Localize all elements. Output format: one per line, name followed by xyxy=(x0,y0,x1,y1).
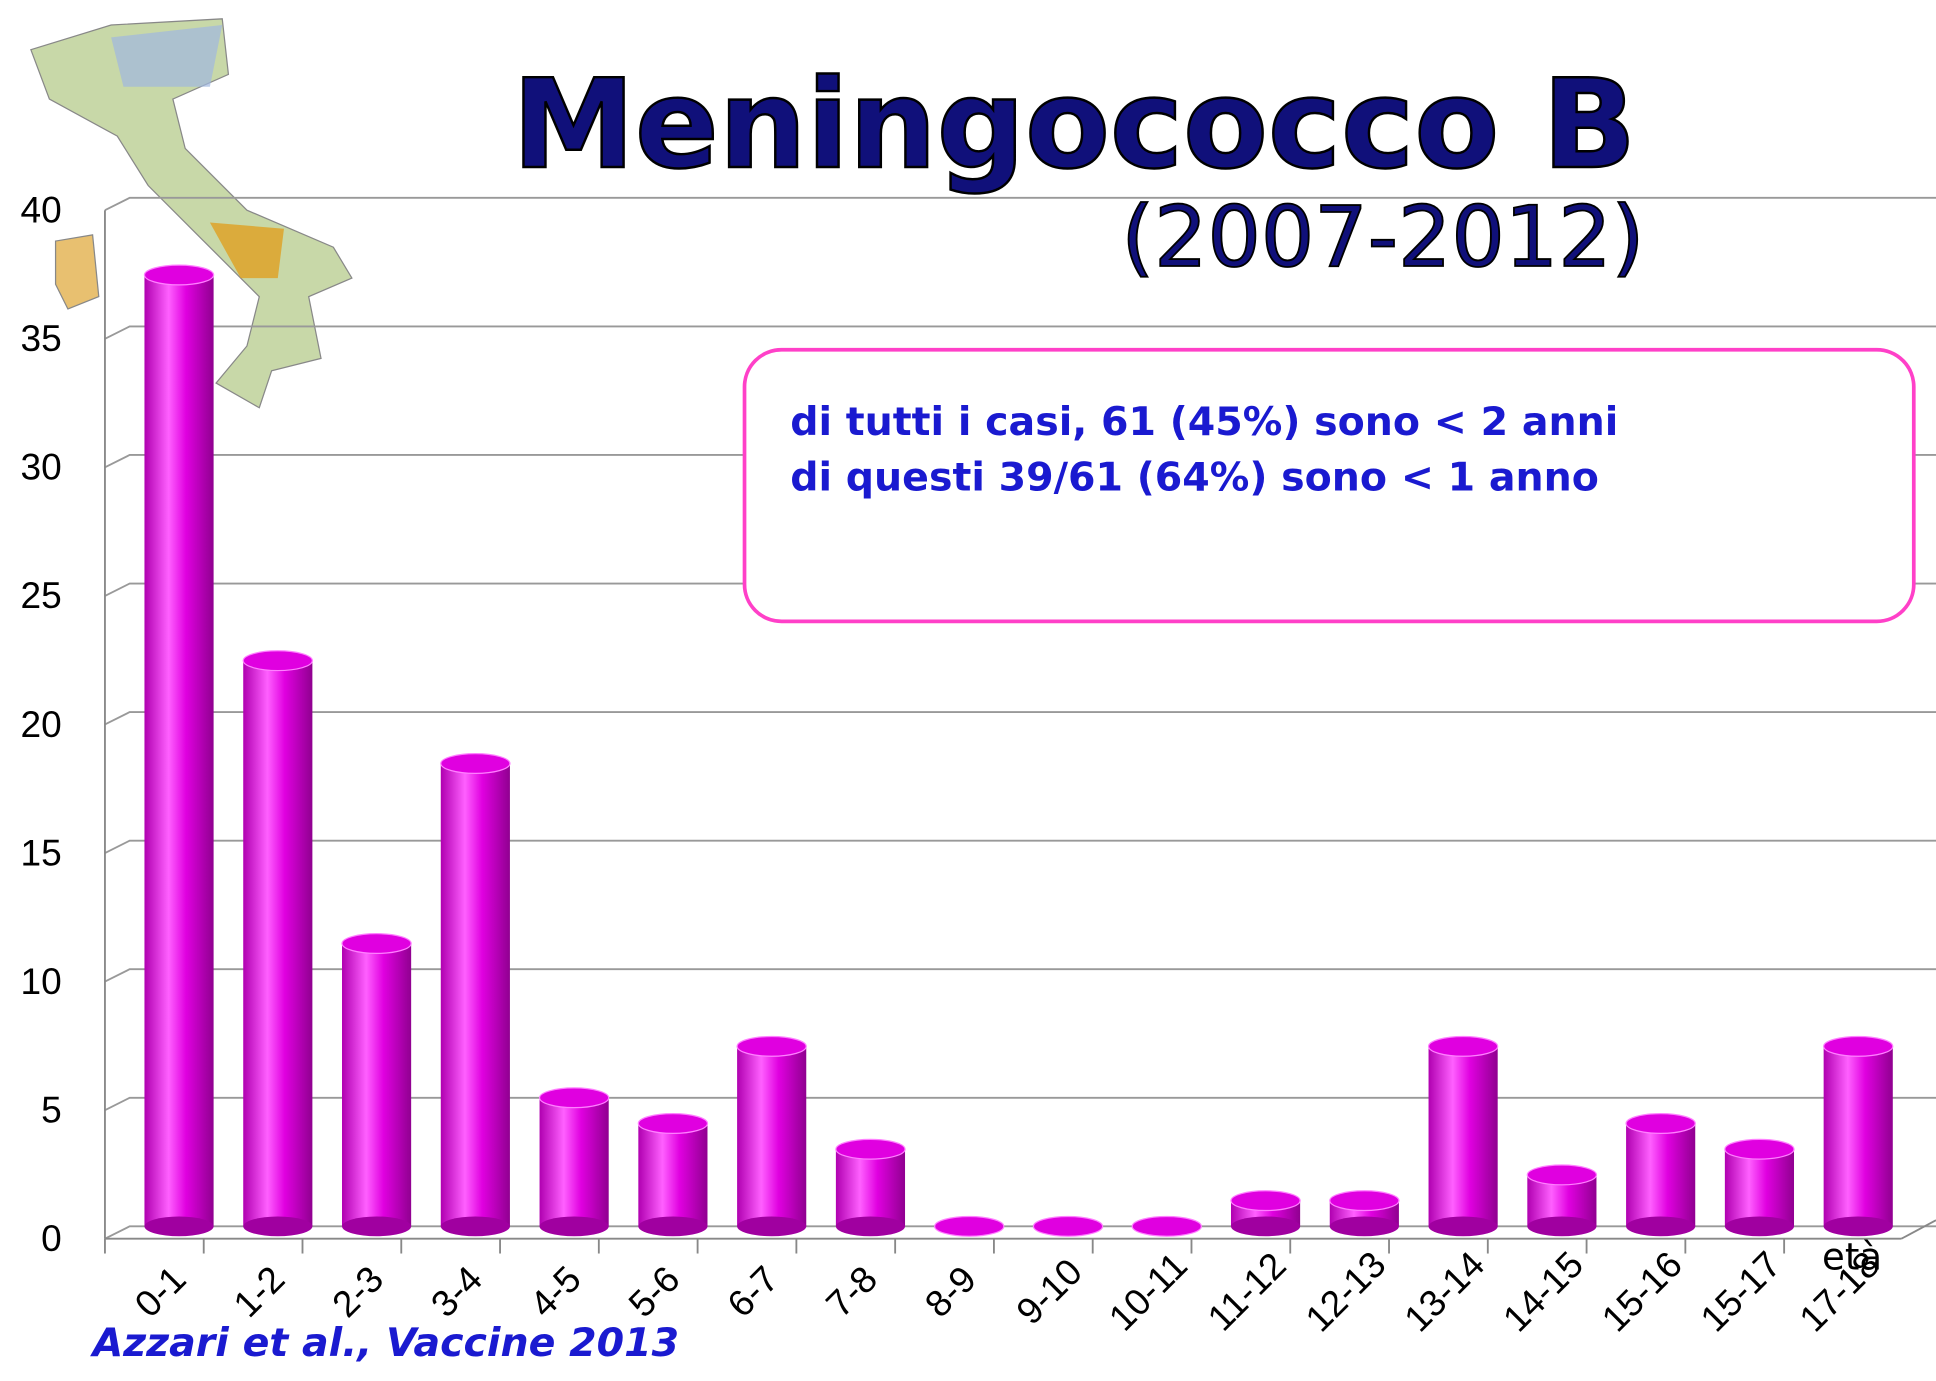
bar xyxy=(1724,1149,1795,1227)
bar-bottom xyxy=(638,1216,708,1237)
grid-line xyxy=(104,325,1936,340)
bar-top xyxy=(1526,1164,1598,1186)
x-tick-label: 6-7 xyxy=(719,1257,787,1325)
grid-line xyxy=(104,968,1936,983)
x-tick-label: 0-1 xyxy=(126,1257,194,1325)
x-tick-label: 10-11 xyxy=(1100,1244,1195,1339)
x-tick-label: 5-6 xyxy=(620,1257,688,1325)
x-tick-label: 14-15 xyxy=(1494,1243,1591,1340)
chart-title: Meningococco B xyxy=(512,53,1636,197)
source: Azzari et al., Vaccine 2013 xyxy=(90,1320,679,1366)
bar xyxy=(539,1097,609,1227)
bar-bottom xyxy=(243,1216,313,1237)
bar-top xyxy=(1230,1190,1301,1212)
bar-top xyxy=(637,1113,709,1135)
grid-line xyxy=(104,196,1936,212)
bar-top xyxy=(934,1215,1005,1237)
bar xyxy=(1823,1046,1893,1227)
annotation-box xyxy=(742,347,1916,624)
y-tick-label: 15 xyxy=(21,831,62,873)
bar-top xyxy=(143,264,215,286)
bar xyxy=(737,1046,807,1227)
y-tick-label: 0 xyxy=(41,1217,62,1259)
y-tick-label: 25 xyxy=(21,574,62,616)
y-tick-label: 5 xyxy=(41,1088,62,1130)
bar xyxy=(342,943,412,1227)
bar-top xyxy=(1724,1138,1795,1160)
y-tick-label: 10 xyxy=(21,960,62,1002)
x-axis-label: età xyxy=(1822,1236,1882,1279)
x-tick-label: 3-4 xyxy=(423,1257,491,1325)
bar-top xyxy=(835,1138,906,1160)
bar-top xyxy=(1131,1215,1202,1237)
bar-top xyxy=(242,650,313,672)
bar-bottom xyxy=(1428,1216,1498,1237)
annotation: di questi 39/61 (64%) sono < 1 anno xyxy=(790,454,1599,500)
x-tick-label: 4-5 xyxy=(521,1257,589,1325)
bar-top xyxy=(1625,1113,1696,1135)
italy-map xyxy=(30,18,353,409)
bar xyxy=(243,660,313,1227)
bar-top xyxy=(736,1035,807,1057)
y-tick-label: 40 xyxy=(21,189,62,231)
bar-bottom xyxy=(1724,1216,1795,1237)
x-tick-label: 8-9 xyxy=(916,1257,984,1325)
bar-top xyxy=(1329,1190,1400,1212)
bar xyxy=(835,1149,906,1227)
bar-bottom xyxy=(342,1216,412,1237)
x-tick-label: 7-8 xyxy=(818,1257,886,1325)
bar xyxy=(638,1123,708,1227)
bar-bottom xyxy=(144,1216,214,1237)
x-tick-label: 15-16 xyxy=(1593,1243,1690,1340)
bar xyxy=(440,763,510,1227)
bar-bottom xyxy=(1527,1216,1597,1237)
annotation: di tutti i casi, 61 (45%) sono < 2 anni xyxy=(790,399,1618,445)
grid-line xyxy=(104,839,1936,854)
bar xyxy=(1428,1046,1498,1227)
bar-bottom xyxy=(835,1216,906,1237)
bar-bottom xyxy=(1823,1216,1893,1237)
x-tick-label: 9-10 xyxy=(1008,1250,1090,1332)
bar xyxy=(1626,1123,1696,1227)
grid-line xyxy=(104,711,1936,726)
x-tick-label: 2-3 xyxy=(324,1257,392,1325)
y-tick-label: 20 xyxy=(21,703,62,745)
bar-top xyxy=(1032,1215,1104,1237)
x-axis-floor xyxy=(1900,1219,1936,1240)
bar-top xyxy=(1427,1035,1499,1057)
y-tick-label: 30 xyxy=(21,446,62,488)
y-tick-label: 35 xyxy=(21,317,62,359)
bar-top xyxy=(440,753,511,775)
bar-bottom xyxy=(1230,1216,1301,1237)
bar-bottom xyxy=(737,1216,807,1237)
chart-subtitle: (2007-2012) xyxy=(1121,188,1644,286)
bar-bottom xyxy=(539,1216,609,1237)
bar xyxy=(144,274,214,1227)
bar-top xyxy=(538,1087,610,1109)
x-tick-label: 15-17 xyxy=(1692,1243,1789,1340)
bar-top xyxy=(341,933,412,955)
bar-bottom xyxy=(440,1216,510,1237)
bar-bottom xyxy=(1329,1216,1399,1237)
x-tick-label: 12-13 xyxy=(1297,1243,1394,1340)
bar-top xyxy=(1823,1035,1894,1057)
x-tick-label: 13-14 xyxy=(1396,1243,1493,1340)
x-tick-label: 1-2 xyxy=(225,1257,293,1325)
bar-bottom xyxy=(1626,1216,1696,1237)
grid-line xyxy=(104,1096,1936,1111)
x-tick-label: 11-12 xyxy=(1199,1244,1294,1339)
